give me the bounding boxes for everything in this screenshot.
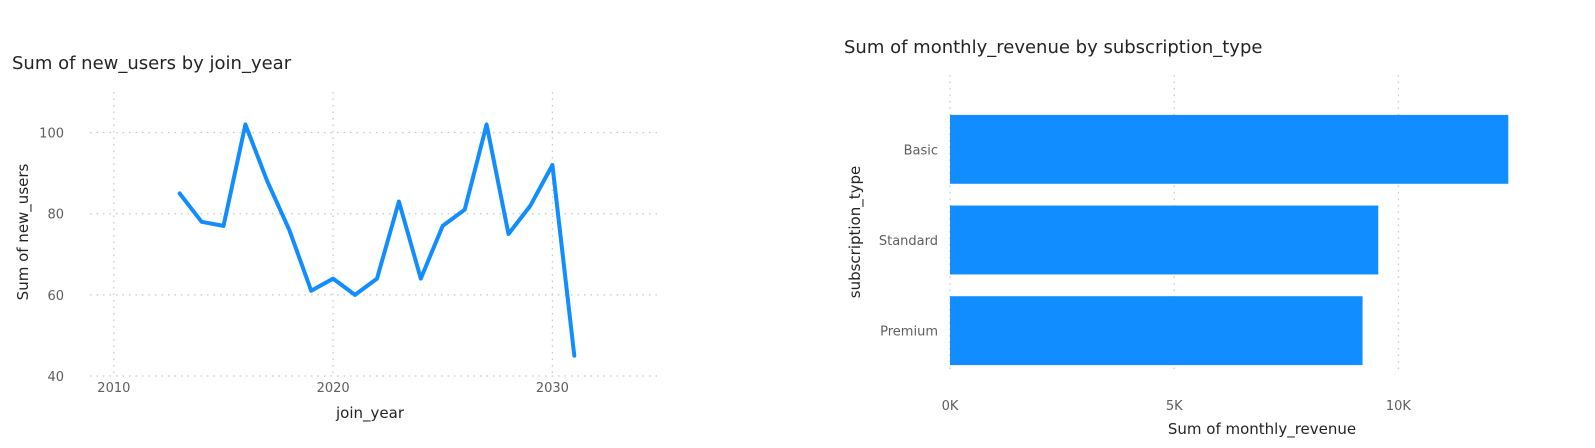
line-chart: Sum of new_users by join_year 406080100 … (12, 53, 662, 423)
line-chart-y-axis-label: Sum of new_users (14, 163, 33, 300)
line-chart-grid (90, 92, 662, 377)
bar-chart: Sum of monthly_revenue by subscription_t… (844, 37, 1509, 439)
bar-chart-x-tick-label: 10K (1386, 399, 1412, 414)
line-chart-x-tick-label: 2020 (317, 381, 350, 396)
line-chart-x-ticks: 2010 2020 2030 (97, 381, 569, 396)
bar-chart-category-label: Premium (880, 325, 938, 340)
line-chart-x-tick-label: 2030 (536, 381, 569, 396)
line-chart-x-tick-label: 2010 (97, 381, 130, 396)
line-chart-title: Sum of new_users by join_year (12, 53, 292, 74)
line-chart-y-ticks: 40 60 80 100 (39, 127, 64, 385)
line-chart-y-tick-label: 60 (47, 289, 64, 304)
line-chart-x-axis-label: join_year (335, 404, 405, 423)
bar-chart-x-tick-label: 0K (942, 399, 959, 414)
bar-chart-title: Sum of monthly_revenue by subscription_t… (844, 37, 1262, 58)
line-chart-y-tick-label: 100 (39, 127, 64, 142)
bar-chart-bars (950, 114, 1509, 366)
bar-chart-y-axis-label: subscription_type (846, 166, 865, 299)
line-series-new-users (177, 122, 577, 358)
bar-premium (950, 296, 1363, 366)
bar-standard (950, 205, 1379, 275)
bar-chart-category-label: Basic (904, 143, 938, 158)
line-chart-y-tick-label: 40 (47, 370, 64, 385)
bar-basic (950, 114, 1509, 184)
line-chart-y-tick-label: 80 (47, 208, 64, 223)
bar-chart-x-axis-label: Sum of monthly_revenue (1168, 420, 1356, 439)
bar-chart-x-ticks: 0K 5K 10K (942, 399, 1412, 414)
bar-chart-category-labels: Basic Standard Premium (879, 143, 938, 339)
bar-chart-x-tick-label: 5K (1166, 399, 1183, 414)
bar-chart-category-label: Standard (879, 234, 938, 249)
